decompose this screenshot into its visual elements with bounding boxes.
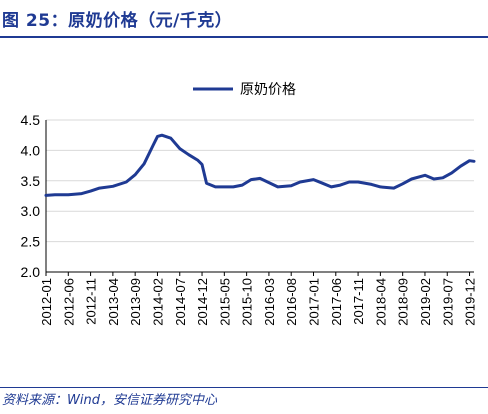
x-tick-label: 2015-10 [240, 278, 255, 326]
x-tick-label: 2013-04 [106, 278, 121, 326]
x-tick-label: 2012-06 [61, 278, 76, 326]
x-tick-label: 2017-06 [329, 278, 344, 326]
x-tick-label: 2016-03 [262, 278, 277, 326]
x-tick-label: 2014-07 [173, 278, 188, 326]
x-tick-label: 2018-09 [396, 278, 411, 326]
x-tick-label: 2012-11 [84, 278, 99, 325]
x-tick-label: 2014-02 [150, 278, 165, 326]
y-tick-label: 4.0 [21, 142, 41, 158]
x-tick-label: 2016-08 [284, 278, 299, 326]
x-tick-label: 2019-02 [418, 278, 433, 326]
x-tick-label: 2013-09 [128, 278, 143, 326]
line-chart: 2.0 2.5 3.0 3.5 4.0 4.5 2012-01 2012-06 2012-11 2… [21, 81, 478, 326]
source-rule [0, 387, 488, 388]
x-tick-label: 2017-01 [307, 278, 322, 326]
y-tick-label: 3.0 [21, 203, 41, 219]
x-tick-label: 2012-01 [39, 278, 54, 326]
series-line [44, 133, 476, 197]
source-note: 资料来源：Wind，安信证券研究中心 [2, 393, 217, 408]
x-tick-label: 2015-05 [217, 278, 232, 326]
x-tick-label: 2019-07 [440, 278, 455, 326]
figure-title: 图 25：原奶价格（元/千克） [2, 11, 233, 31]
legend-label: 原奶价格 [240, 81, 296, 97]
y-tick-label: 3.5 [21, 173, 41, 189]
x-tick-label: 2019-12 [463, 278, 478, 326]
x-tick-label: 2014-12 [195, 278, 210, 326]
x-tick-label: 2018-04 [373, 278, 388, 326]
y-tick-label: 4.5 [21, 112, 41, 128]
y-tick-label: 2.0 [21, 264, 41, 280]
title-rule [0, 36, 488, 38]
x-tick-label: 2017-11 [351, 278, 366, 325]
y-tick-label: 2.5 [21, 234, 41, 250]
